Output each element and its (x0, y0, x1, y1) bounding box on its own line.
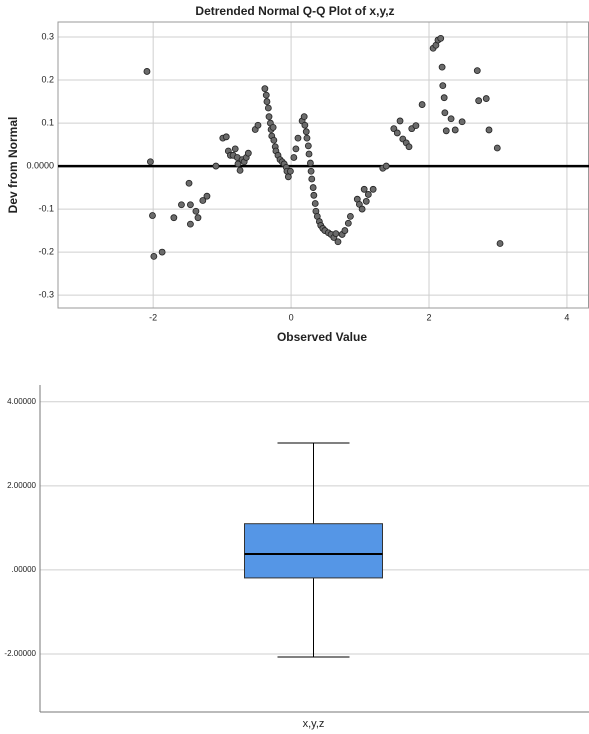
point (447, 115, 455, 123)
point (405, 143, 413, 151)
point (473, 67, 481, 74)
x-tick-label: 2 (427, 312, 432, 322)
point (264, 104, 272, 112)
x-tick-label: 0 (289, 312, 294, 322)
y-tick-label: 0.3 (41, 31, 54, 41)
y-tick-label: -0.1 (38, 203, 54, 213)
point (438, 63, 446, 71)
point (304, 142, 312, 150)
point (362, 197, 370, 205)
point (382, 162, 390, 170)
point (439, 82, 447, 90)
point (231, 145, 239, 153)
point (143, 68, 151, 75)
y-axis-label: Dev from Normal (6, 117, 20, 214)
point (234, 160, 242, 168)
point (358, 205, 366, 213)
point (306, 159, 314, 167)
point (344, 219, 352, 227)
point (286, 167, 294, 175)
point (311, 200, 319, 207)
point (265, 113, 273, 121)
point (369, 185, 377, 193)
y-tick-label: 0.1 (41, 117, 54, 127)
point (158, 248, 166, 256)
point (341, 227, 349, 234)
point (269, 123, 277, 131)
point (194, 214, 202, 222)
point (442, 127, 450, 135)
point (437, 34, 445, 42)
point (263, 98, 271, 105)
point (493, 144, 501, 152)
x-tick-label: x,y,z (303, 718, 325, 730)
point (192, 207, 200, 215)
point (441, 109, 449, 117)
point (199, 197, 207, 204)
point (262, 91, 270, 99)
point (178, 201, 185, 209)
point (294, 134, 302, 142)
point (334, 238, 342, 246)
point (212, 162, 220, 170)
y-tick-label: 2.00000 (7, 481, 36, 490)
point (300, 113, 308, 121)
point (147, 158, 154, 166)
point (496, 240, 504, 247)
point (412, 122, 420, 130)
point (458, 118, 466, 126)
point (244, 149, 252, 157)
point (360, 185, 368, 193)
point (149, 212, 156, 219)
point (222, 133, 230, 141)
point (451, 126, 459, 134)
point (301, 121, 309, 129)
point (303, 134, 311, 142)
point (332, 230, 340, 237)
point (187, 201, 194, 209)
point (305, 150, 313, 158)
chart-title: Detrended Normal Q-Q Plot of x,y,z (195, 4, 394, 18)
point (203, 192, 211, 200)
x-tick-label: -2 (149, 312, 157, 322)
point (284, 173, 292, 181)
point (309, 184, 317, 191)
point (482, 95, 490, 102)
point (308, 175, 316, 183)
point (302, 128, 310, 136)
point (254, 121, 262, 129)
point (364, 191, 372, 198)
x-axis-label: Observed Value (277, 330, 367, 344)
point (485, 126, 493, 134)
x-tick-label: 4 (564, 312, 569, 322)
point (307, 167, 315, 175)
point (418, 101, 426, 108)
point (290, 154, 298, 161)
y-tick-label: 4.00000 (7, 397, 36, 406)
y-tick-label: 0.0000 (26, 160, 54, 170)
point (475, 97, 483, 105)
point (236, 166, 244, 174)
y-tick-label: 0.2 (41, 74, 54, 84)
box (244, 523, 383, 579)
point (440, 94, 448, 102)
point (390, 125, 398, 133)
point (396, 117, 404, 125)
point (393, 129, 401, 137)
point (170, 214, 178, 222)
y-tick-label: -0.3 (38, 289, 54, 299)
y-tick-label: .00000 (12, 565, 37, 574)
point (261, 85, 269, 93)
y-tick-label: -2.00000 (4, 649, 36, 658)
point (187, 220, 194, 228)
point (310, 191, 318, 199)
point (270, 136, 278, 144)
y-tick-label: -0.2 (38, 246, 54, 256)
point (185, 179, 193, 187)
point (292, 145, 300, 153)
point (346, 212, 354, 220)
point (150, 252, 158, 260)
